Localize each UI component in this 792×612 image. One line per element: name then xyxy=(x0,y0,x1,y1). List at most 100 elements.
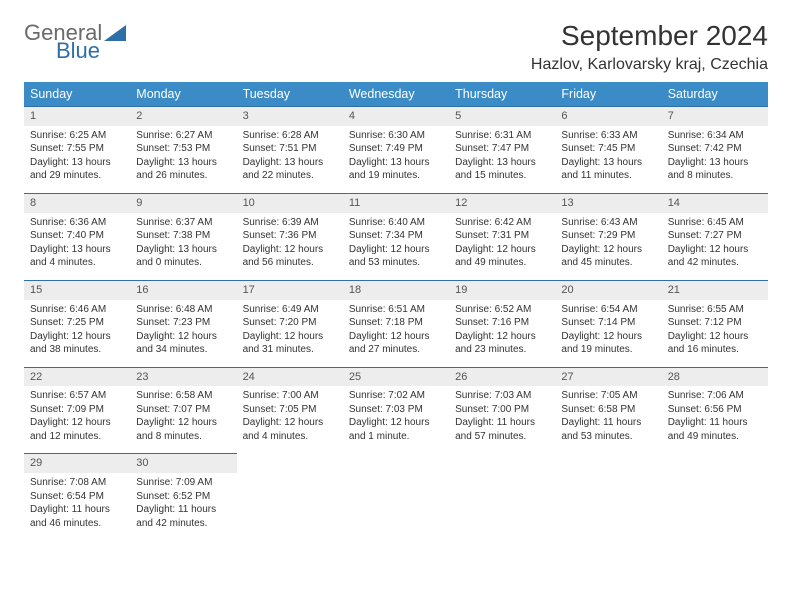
daylight-line: Daylight: 12 hours and 4 minutes. xyxy=(243,416,337,443)
sunrise-line: Sunrise: 6:43 AM xyxy=(561,216,655,230)
sunset-line: Sunset: 6:58 PM xyxy=(561,403,655,417)
sunrise-line: Sunrise: 7:08 AM xyxy=(30,476,124,490)
day-cell: Sunrise: 6:49 AMSunset: 7:20 PMDaylight:… xyxy=(237,300,343,368)
day-number: 12 xyxy=(449,193,555,212)
daylight-line: Daylight: 12 hours and 27 minutes. xyxy=(349,330,443,357)
day-number: 7 xyxy=(662,107,768,126)
sunrise-line: Sunrise: 6:34 AM xyxy=(668,129,762,143)
day-number: 20 xyxy=(555,280,661,299)
daylight-line: Daylight: 13 hours and 11 minutes. xyxy=(561,156,655,183)
day-content-row: Sunrise: 7:08 AMSunset: 6:54 PMDaylight:… xyxy=(24,473,768,540)
day-cell: Sunrise: 6:31 AMSunset: 7:47 PMDaylight:… xyxy=(449,126,555,194)
day-number: 8 xyxy=(24,193,130,212)
sunset-line: Sunset: 7:07 PM xyxy=(136,403,230,417)
day-cell xyxy=(237,473,343,540)
day-cell: Sunrise: 6:34 AMSunset: 7:42 PMDaylight:… xyxy=(662,126,768,194)
day-cell: Sunrise: 7:08 AMSunset: 6:54 PMDaylight:… xyxy=(24,473,130,540)
daylight-line: Daylight: 12 hours and 23 minutes. xyxy=(455,330,549,357)
daylight-line: Daylight: 13 hours and 29 minutes. xyxy=(30,156,124,183)
sunrise-line: Sunrise: 6:49 AM xyxy=(243,303,337,317)
header: General Blue September 2024 Hazlov, Karl… xyxy=(24,20,768,74)
day-number: 2 xyxy=(130,107,236,126)
daylight-line: Daylight: 13 hours and 19 minutes. xyxy=(349,156,443,183)
day-cell: Sunrise: 7:03 AMSunset: 7:00 PMDaylight:… xyxy=(449,386,555,454)
daylight-line: Daylight: 13 hours and 22 minutes. xyxy=(243,156,337,183)
sunrise-line: Sunrise: 6:31 AM xyxy=(455,129,549,143)
weekday-header-row: SundayMondayTuesdayWednesdayThursdayFrid… xyxy=(24,82,768,107)
sunrise-line: Sunrise: 6:46 AM xyxy=(30,303,124,317)
sunset-line: Sunset: 7:20 PM xyxy=(243,316,337,330)
day-number: 18 xyxy=(343,280,449,299)
day-number-row: 22232425262728 xyxy=(24,367,768,386)
sunset-line: Sunset: 7:25 PM xyxy=(30,316,124,330)
day-cell: Sunrise: 6:54 AMSunset: 7:14 PMDaylight:… xyxy=(555,300,661,368)
daylight-line: Daylight: 12 hours and 16 minutes. xyxy=(668,330,762,357)
sunset-line: Sunset: 7:42 PM xyxy=(668,142,762,156)
day-number xyxy=(343,454,449,473)
sunset-line: Sunset: 7:49 PM xyxy=(349,142,443,156)
day-number: 22 xyxy=(24,367,130,386)
sunrise-line: Sunrise: 6:48 AM xyxy=(136,303,230,317)
daylight-line: Daylight: 12 hours and 19 minutes. xyxy=(561,330,655,357)
sunset-line: Sunset: 6:56 PM xyxy=(668,403,762,417)
daylight-line: Daylight: 11 hours and 57 minutes. xyxy=(455,416,549,443)
daylight-line: Daylight: 12 hours and 8 minutes. xyxy=(136,416,230,443)
sunrise-line: Sunrise: 6:57 AM xyxy=(30,389,124,403)
day-cell: Sunrise: 6:28 AMSunset: 7:51 PMDaylight:… xyxy=(237,126,343,194)
day-cell: Sunrise: 7:00 AMSunset: 7:05 PMDaylight:… xyxy=(237,386,343,454)
daylight-line: Daylight: 11 hours and 46 minutes. xyxy=(30,503,124,530)
sunrise-line: Sunrise: 6:25 AM xyxy=(30,129,124,143)
sunset-line: Sunset: 6:54 PM xyxy=(30,490,124,504)
sunrise-line: Sunrise: 6:40 AM xyxy=(349,216,443,230)
day-cell: Sunrise: 6:46 AMSunset: 7:25 PMDaylight:… xyxy=(24,300,130,368)
weekday-header: Saturday xyxy=(662,82,768,107)
daylight-line: Daylight: 12 hours and 45 minutes. xyxy=(561,243,655,270)
day-cell: Sunrise: 6:51 AMSunset: 7:18 PMDaylight:… xyxy=(343,300,449,368)
day-cell: Sunrise: 6:27 AMSunset: 7:53 PMDaylight:… xyxy=(130,126,236,194)
daylight-line: Daylight: 11 hours and 53 minutes. xyxy=(561,416,655,443)
sunrise-line: Sunrise: 7:03 AM xyxy=(455,389,549,403)
day-number xyxy=(555,454,661,473)
day-number-row: 1234567 xyxy=(24,107,768,126)
day-number: 11 xyxy=(343,193,449,212)
day-content-row: Sunrise: 6:57 AMSunset: 7:09 PMDaylight:… xyxy=(24,386,768,454)
day-cell: Sunrise: 6:55 AMSunset: 7:12 PMDaylight:… xyxy=(662,300,768,368)
sunset-line: Sunset: 7:45 PM xyxy=(561,142,655,156)
sunset-line: Sunset: 7:16 PM xyxy=(455,316,549,330)
day-cell xyxy=(662,473,768,540)
day-number: 19 xyxy=(449,280,555,299)
day-number: 17 xyxy=(237,280,343,299)
day-cell: Sunrise: 7:02 AMSunset: 7:03 PMDaylight:… xyxy=(343,386,449,454)
sunrise-line: Sunrise: 7:05 AM xyxy=(561,389,655,403)
weekday-header: Friday xyxy=(555,82,661,107)
daylight-line: Daylight: 13 hours and 26 minutes. xyxy=(136,156,230,183)
sunset-line: Sunset: 7:18 PM xyxy=(349,316,443,330)
sunset-line: Sunset: 7:51 PM xyxy=(243,142,337,156)
sunrise-line: Sunrise: 6:37 AM xyxy=(136,216,230,230)
day-number: 25 xyxy=(343,367,449,386)
day-number xyxy=(237,454,343,473)
day-cell xyxy=(449,473,555,540)
daylight-line: Daylight: 12 hours and 34 minutes. xyxy=(136,330,230,357)
day-cell: Sunrise: 6:36 AMSunset: 7:40 PMDaylight:… xyxy=(24,213,130,281)
daylight-line: Daylight: 11 hours and 49 minutes. xyxy=(668,416,762,443)
day-cell: Sunrise: 6:45 AMSunset: 7:27 PMDaylight:… xyxy=(662,213,768,281)
sunset-line: Sunset: 7:47 PM xyxy=(455,142,549,156)
day-cell xyxy=(343,473,449,540)
day-cell xyxy=(555,473,661,540)
day-number: 27 xyxy=(555,367,661,386)
daylight-line: Daylight: 12 hours and 38 minutes. xyxy=(30,330,124,357)
sunset-line: Sunset: 7:29 PM xyxy=(561,229,655,243)
daylight-line: Daylight: 13 hours and 15 minutes. xyxy=(455,156,549,183)
sunrise-line: Sunrise: 7:09 AM xyxy=(136,476,230,490)
sunset-line: Sunset: 7:27 PM xyxy=(668,229,762,243)
daylight-line: Daylight: 12 hours and 31 minutes. xyxy=(243,330,337,357)
day-number xyxy=(662,454,768,473)
day-content-row: Sunrise: 6:25 AMSunset: 7:55 PMDaylight:… xyxy=(24,126,768,194)
weekday-header: Sunday xyxy=(24,82,130,107)
sunset-line: Sunset: 7:00 PM xyxy=(455,403,549,417)
day-number-row: 2930 xyxy=(24,454,768,473)
sunset-line: Sunset: 6:52 PM xyxy=(136,490,230,504)
day-number: 15 xyxy=(24,280,130,299)
day-cell: Sunrise: 6:39 AMSunset: 7:36 PMDaylight:… xyxy=(237,213,343,281)
